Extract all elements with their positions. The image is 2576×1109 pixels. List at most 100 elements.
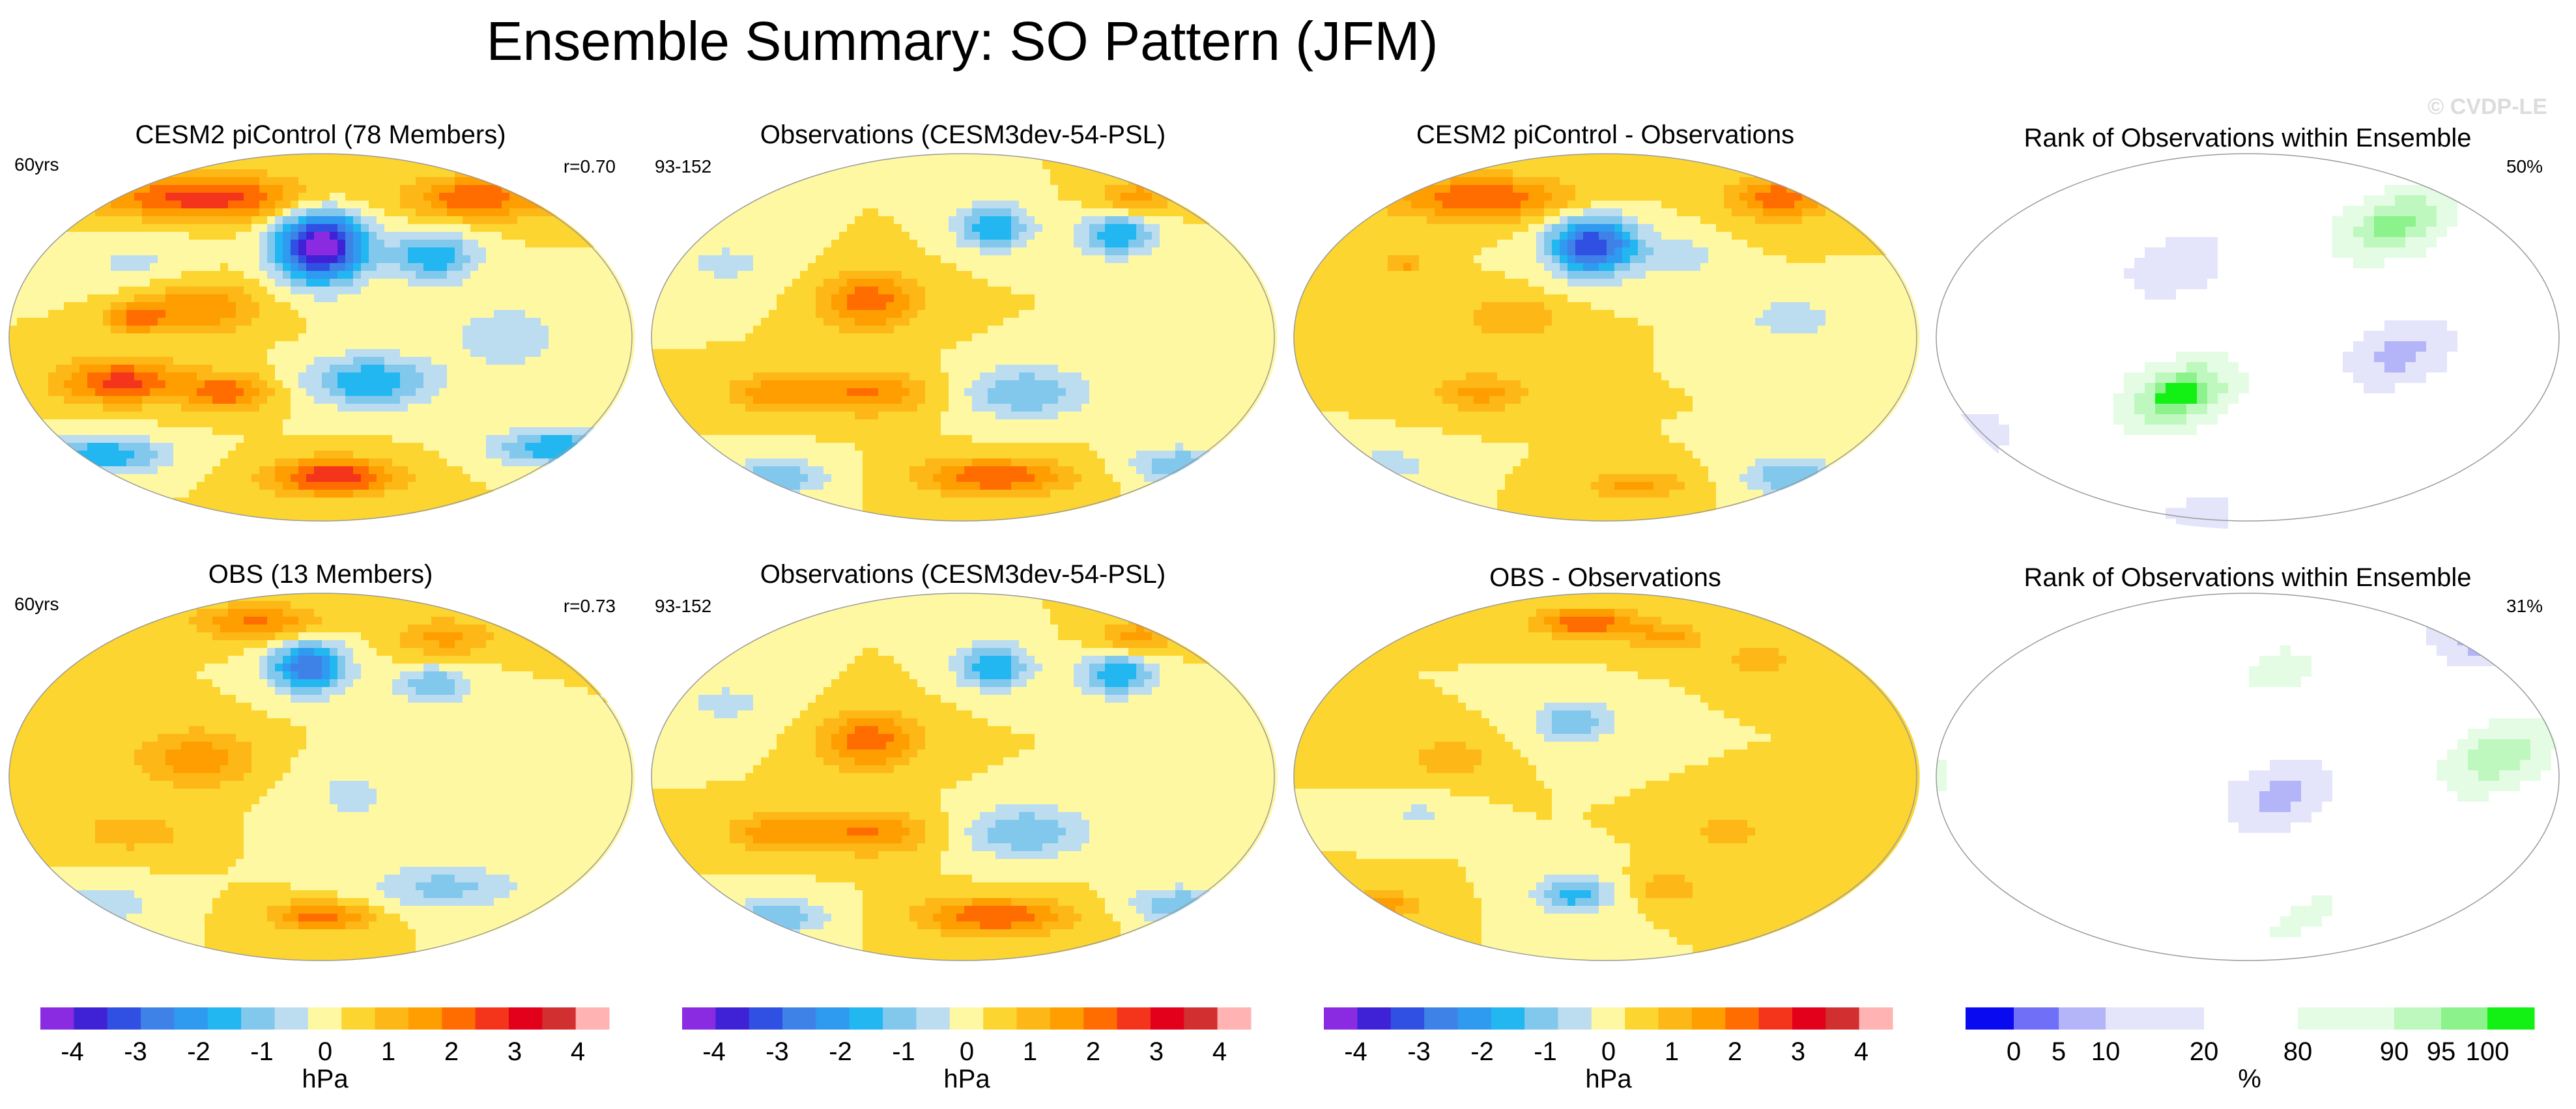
colorbar-3-tick: -1 — [1534, 1037, 1557, 1066]
colorbar-swatch — [916, 1007, 951, 1030]
colorbar-swatch — [849, 1007, 883, 1030]
colorbar-4-label: % — [2238, 1065, 2261, 1093]
colorbar-4-tick: 10 — [2091, 1037, 2121, 1066]
colorbar-swatch — [1591, 1007, 1625, 1030]
colorbar-swatch — [1457, 1007, 1492, 1030]
colorbar-2-label: hPa — [943, 1065, 990, 1093]
colorbar-swatch — [1825, 1007, 1860, 1030]
colorbar-3-tick: 3 — [1791, 1037, 1805, 1066]
colorbar-swatch — [1150, 1007, 1184, 1030]
panel-6-left-label: 93-152 — [655, 596, 711, 616]
colorbar-swatch — [1966, 1007, 2014, 1030]
colorbar-swatch — [575, 1007, 610, 1030]
colorbar-swatch — [883, 1007, 917, 1030]
colorbar-4-tick: 90 — [2380, 1037, 2409, 1066]
panel-5-field — [9, 593, 635, 961]
colorbar-2: -4 -3 -2 -1 0 1 2 3 4 hPa — [682, 1007, 1252, 1093]
panel-8-map — [1936, 593, 2562, 969]
panel-2: Observations (CESM3dev-54-PSL) 93-152 — [651, 120, 1278, 522]
colorbar-2-tick: -4 — [702, 1037, 726, 1066]
colorbar-swatch — [1184, 1007, 1218, 1030]
colorbar-swatch — [1625, 1007, 1659, 1030]
colorbar-3-tick: 1 — [1665, 1037, 1679, 1066]
colorbar-3-tick: -4 — [1344, 1037, 1367, 1066]
colorbar-swatch — [1083, 1007, 1118, 1030]
colorbar-swatch — [1691, 1007, 1726, 1030]
colorbar-4-tick: 80 — [2283, 1037, 2313, 1066]
panel-2-left-label: 93-152 — [655, 156, 711, 176]
colorbar-swatch — [1424, 1007, 1458, 1030]
copyright-watermark: © CVDP-LE — [2427, 94, 2547, 119]
panel-3: CESM2 piControl - Observations — [1293, 120, 1920, 522]
colorbar-swatch — [475, 1007, 509, 1030]
panel-4-title: Rank of Observations within Ensemble — [2024, 124, 2472, 152]
colorbar-1-tick: -4 — [61, 1037, 84, 1066]
colorbar-swatch — [2106, 1007, 2205, 1030]
panel-2-field — [651, 154, 1278, 522]
colorbar-1-tick: 2 — [444, 1037, 459, 1066]
panel-7-field — [1294, 593, 1920, 961]
panel-4-map — [1936, 153, 2562, 529]
panel-8-right-label: 31% — [2506, 596, 2543, 616]
colorbar-2-tick: 4 — [1212, 1037, 1227, 1066]
colorbar-swatch — [40, 1007, 74, 1030]
panel-4-map-outline — [1936, 153, 2560, 522]
panel-2-title: Observations (CESM3dev-54-PSL) — [760, 120, 1166, 149]
colorbar-swatch — [1050, 1007, 1084, 1030]
colorbar-2-tick: 2 — [1086, 1037, 1100, 1066]
panel-4-field — [1936, 154, 2562, 529]
colorbar-swatch — [782, 1007, 816, 1030]
colorbar-swatch — [2014, 1007, 2059, 1030]
panel-3-map-outline — [1293, 153, 1917, 522]
colorbar-swatch — [1324, 1007, 1358, 1030]
colorbar-swatch — [1758, 1007, 1793, 1030]
colorbar-3-tick: -3 — [1407, 1037, 1431, 1066]
colorbar-4-tick: 100 — [2466, 1037, 2510, 1066]
colorbar-2-tick: -1 — [892, 1037, 915, 1066]
colorbar-2-tick: 0 — [960, 1037, 974, 1066]
colorbar-swatch — [174, 1007, 208, 1030]
panel-1: CESM2 piControl (78 Members) 60yrs r=0.7… — [8, 120, 635, 522]
panel-6-map-outline — [651, 593, 1275, 961]
colorbar-2-tick: 1 — [1023, 1037, 1037, 1066]
colorbar-swatch — [74, 1007, 108, 1030]
colorbar-swatch — [2298, 1007, 2395, 1030]
colorbar-3-label: hPa — [1585, 1065, 1632, 1093]
colorbar-swatch — [983, 1007, 1018, 1030]
panel-5: OBS (13 Members) 60yrs r=0.73 — [8, 560, 635, 961]
colorbar-swatch — [949, 1007, 984, 1030]
panel-1-title: CESM2 piControl (78 Members) — [135, 120, 506, 149]
panel-5-left-label: 60yrs — [14, 594, 59, 614]
colorbar-swatch — [274, 1007, 309, 1030]
panel-7-title: OBS - Observations — [1489, 563, 1721, 592]
colorbar-swatch — [1491, 1007, 1525, 1030]
colorbar-3-tick: 4 — [1854, 1037, 1868, 1066]
panel-5-map-outline — [8, 593, 633, 961]
colorbar-1-tick: -3 — [124, 1037, 147, 1066]
colorbar-swatch — [2487, 1007, 2535, 1030]
panel-6-field — [651, 593, 1278, 961]
colorbar-4-tick: 95 — [2427, 1037, 2456, 1066]
colorbar-swatch — [1558, 1007, 1592, 1030]
colorbar-swatch — [1357, 1007, 1392, 1030]
colorbar-swatch — [341, 1007, 376, 1030]
colorbar-2-tick: -3 — [766, 1037, 789, 1066]
colorbar-swatch — [107, 1007, 141, 1030]
colorbar-swatch — [1016, 1007, 1051, 1030]
colorbar-2-tick: -2 — [829, 1037, 852, 1066]
panel-5-right-label: r=0.73 — [564, 596, 616, 616]
panel-6: Observations (CESM3dev-54-PSL) 93-152 — [651, 560, 1278, 961]
panel-5-map — [8, 593, 635, 961]
colorbar-swatch — [749, 1007, 783, 1030]
colorbar-swatch — [1524, 1007, 1558, 1030]
colorbar-swatch — [2441, 1007, 2488, 1030]
colorbar-1-tick: 0 — [318, 1037, 332, 1066]
colorbar-swatch — [2059, 1007, 2106, 1030]
colorbar-4: 0 5 10 20 80 90 95 100 % — [1966, 1007, 2535, 1093]
panel-4-right-label: 50% — [2506, 156, 2543, 176]
colorbar-swatch — [1390, 1007, 1425, 1030]
colorbar-swatch — [682, 1007, 716, 1030]
colorbar-swatch — [2394, 1007, 2442, 1030]
colorbar-1: -4 -3 -2 -1 0 1 2 3 4 hPa — [40, 1007, 610, 1093]
